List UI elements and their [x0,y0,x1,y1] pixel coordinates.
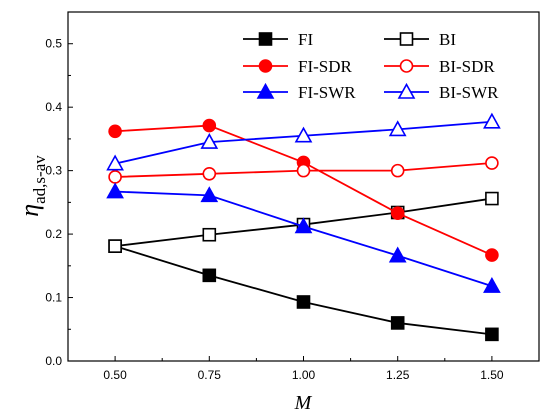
data-point [106,182,124,199]
legend-label: BI-SDR [439,57,495,76]
data-point [108,170,122,184]
data-point [483,112,501,129]
y-axis: 0.0 0.1 0.2 0.3 0.4 0.5 [45,37,73,368]
data-point [390,163,405,178]
legend-item: FI-SWR [243,82,356,102]
y-tick-label: 0.3 [45,164,62,178]
data-point [296,295,311,309]
data-point [202,167,217,181]
series-fi-sdr [108,118,499,262]
x-tick-label: 0.75 [198,368,222,382]
y-tick-label: 0.2 [45,227,62,241]
y-axis-title-symbol: η [15,204,44,217]
legend-item: FI-SDR [243,57,353,76]
legend-label: BI-SWR [439,83,499,102]
data-point [200,132,219,149]
y-tick-label: 0.4 [45,100,62,114]
legend-marker [399,59,414,73]
x-tick-label: 1.50 [480,368,504,382]
data-point [202,268,217,283]
legend-marker [258,32,273,46]
legend-item: BI [384,30,456,49]
legend: FI BI FI-SDR BI-SDR FI-SWR BI-SWR [243,30,499,102]
legend-marker [397,82,416,99]
data-point [108,124,122,139]
x-tick-label: 1.25 [386,368,410,382]
legend-marker [399,32,414,46]
data-point [485,156,499,170]
legend-label: BI [439,30,456,49]
data-point [485,327,499,342]
y-tick-label: 0.1 [45,291,62,305]
y-axis-title: ηad,s-av [15,155,49,217]
legend-label: FI-SWR [298,83,356,102]
y-tick-label: 0.5 [45,37,62,51]
data-point [294,217,313,234]
x-axis-title: M [294,392,313,414]
data-point [296,163,311,178]
legend-item: BI-SWR [384,82,499,102]
data-point [388,120,407,137]
data-point [202,227,217,242]
x-axis: 0.50 0.75 1.00 1.25 1.50 [103,356,504,382]
series-layer [106,112,501,342]
data-point [485,191,499,206]
y-tick-label: 0.0 [45,354,62,368]
data-point [294,126,313,143]
data-point [106,154,124,171]
data-point [485,248,499,262]
x-tick-label: 1.00 [292,368,316,382]
y-axis-title-subscript: ad,s-av [30,155,49,204]
series-fi-swr [106,182,501,293]
data-point [390,316,405,330]
data-point [388,246,407,263]
data-point [200,186,219,203]
series-bi-sdr [108,156,499,184]
legend-label: FI [298,30,313,49]
legend-marker [258,59,273,73]
data-point [390,206,405,220]
series-bi-swr [106,112,501,171]
legend-item: FI [243,30,313,49]
legend-label: FI-SDR [298,57,353,76]
x-tick-label: 0.50 [103,368,127,382]
legend-item: BI-SDR [384,57,495,76]
legend-marker [256,82,275,99]
data-point [483,276,501,293]
data-point [202,118,217,133]
data-point [108,239,122,253]
